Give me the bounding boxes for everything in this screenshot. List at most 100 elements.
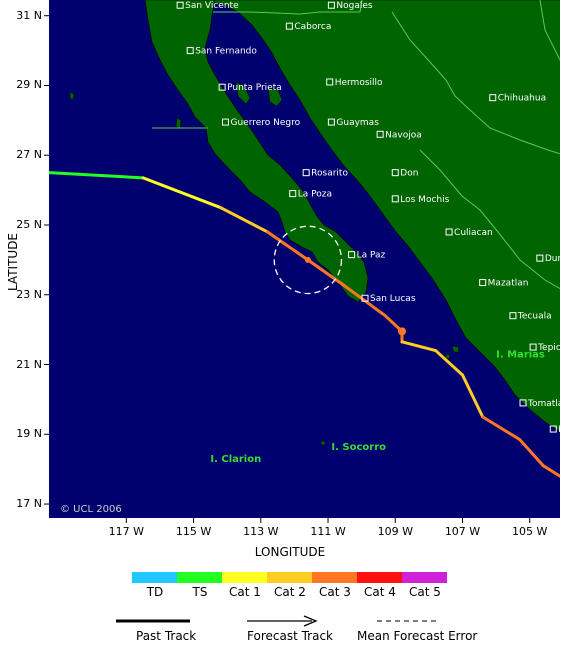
legend-swatch [177,572,222,583]
track-segment [434,349,465,377]
city-label: Mazatlan [488,279,529,289]
city-marker [289,190,297,198]
city-label: Hermosillo [335,78,383,88]
city-label: La Poza [298,190,332,200]
island-label: I. Clarion [210,454,261,465]
city-label: Rosarito [311,169,348,179]
track-segment [541,464,560,478]
past-track-label: Past Track [136,629,197,643]
city-marker [285,22,293,30]
city-label: San Vicente [185,1,239,11]
track-segment [49,171,145,180]
city-label: Caborca [294,22,331,32]
city-marker [376,130,384,138]
lon-tick-label: 107 W [444,525,481,538]
city-marker [176,1,184,9]
city-marker [536,254,544,262]
islas-marias [445,345,460,360]
lon-tick-label: 105 W [512,525,548,538]
state-border-east [539,0,560,61]
city-marker [327,1,335,9]
city-marker [391,169,399,177]
city-label: Tomatlan [527,399,569,409]
track-segment [141,176,222,210]
city-label: Guaymas [336,118,379,128]
mean-forecast-error-circle [273,225,343,295]
forecast-point [397,327,406,336]
lon-tick-label: 115 W [175,525,212,538]
lat-tick-label: 23 N [16,287,42,301]
city-marker [186,47,194,55]
lat-tick-label: 21 N [16,357,42,371]
legend-swatch [357,572,402,583]
legend-category-label: Cat 5 [409,585,441,599]
forecast-point [304,256,311,263]
city-marker [327,118,335,126]
city-marker [221,118,229,126]
us-mexico-border [213,0,363,15]
legend-swatch [132,572,177,583]
city-marker [489,94,497,102]
forecast-track-label: Forecast Track [247,629,333,643]
city-label: San Lucas [370,294,416,304]
city-marker [529,343,537,351]
legend-category-label: Cat 3 [319,585,351,599]
legend-swatch [312,572,357,583]
city-label: Tecuala [517,312,552,322]
city-label: Guerrero Negro [230,118,300,128]
forecast-track-key-arrow [303,615,318,627]
track-segment [461,373,485,419]
lat-tick-label: 25 N [16,217,42,231]
isla-tiburon [267,87,283,107]
city-label: Punta Prieta [227,83,282,93]
city-marker [479,279,487,287]
lat-tick-label: 29 N [16,78,42,92]
island-label: I. Marias [496,350,545,361]
latitude-axis-title: LATITUDE [6,232,20,292]
track-segment [306,258,347,288]
city-label: Culiacan [454,228,493,238]
track-segment [518,438,545,468]
isla-angel-de-la-guarda [235,81,251,105]
mainland-mexico [199,0,560,433]
lat-tick-label: 19 N [16,427,42,441]
legend-swatch [267,572,312,583]
city-marker [326,78,334,86]
small-island [69,91,75,101]
city-label: Navojoa [385,130,422,140]
isla-socorro [320,440,326,446]
legend-category-label: Cat 2 [274,585,306,599]
island-label: I. Socorro [331,442,386,453]
city-marker [361,294,369,302]
legend-swatch [222,572,267,583]
track-segment [400,340,438,353]
lon-tick-label: 109 W [377,525,413,538]
legend-category-label: Cat 4 [364,585,396,599]
city-marker [445,228,453,236]
copyright: © UCL 2006 [60,504,122,515]
state-border-sonora [391,11,560,155]
track-segment [481,415,522,442]
city-label: Tepic [537,343,561,353]
lat-tick-label: 27 N [16,148,42,162]
lat-tick-label: 17 N [16,497,42,511]
city-label: San Fernando [195,47,257,57]
lon-tick-label: 113 W [243,525,279,538]
city-label: Manzanillo [558,425,580,435]
isla-cedros [175,117,182,131]
legend-category-label: TS [192,585,208,599]
city-label: Nogales [336,1,373,11]
legend-swatch [402,572,447,583]
city-label: Don [400,169,418,179]
track-segment [266,230,310,262]
track-segment [218,206,270,234]
city-marker [391,195,399,203]
city-marker [509,312,517,320]
lon-tick-label: 111 W [310,525,346,538]
city-marker [519,399,527,407]
city-marker [348,251,356,259]
legend-category-label: Cat 1 [229,585,261,599]
city-label: Durango [545,254,580,264]
mean-forecast-error-label: Mean Forecast Error [357,629,478,643]
